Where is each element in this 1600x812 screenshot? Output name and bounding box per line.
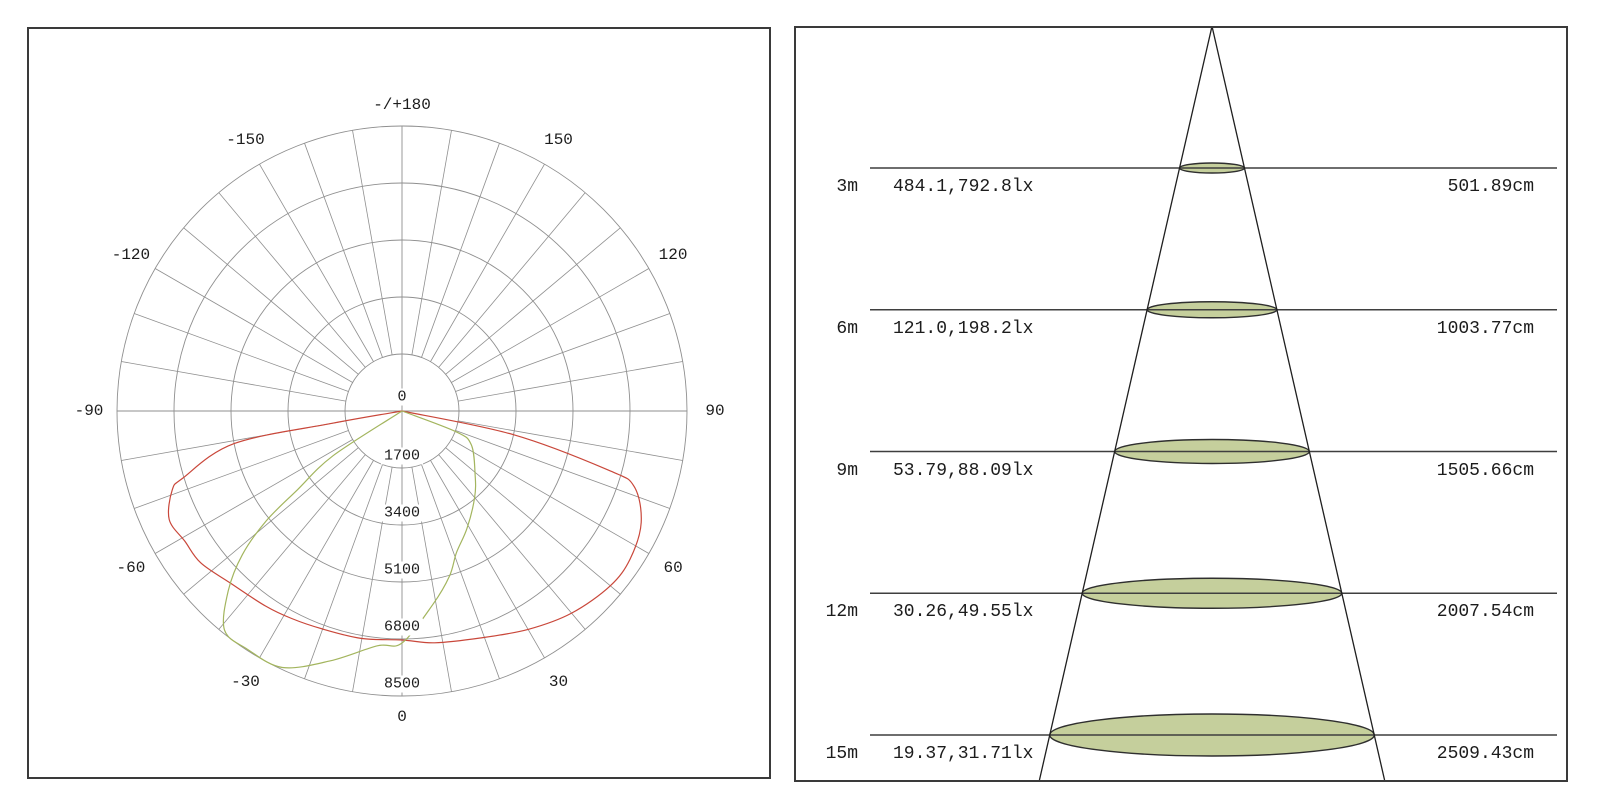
polar-grid-spoke <box>445 447 621 595</box>
polar-grid-spoke <box>304 143 383 358</box>
beam-diameter-value: 501.89cm <box>1447 177 1534 197</box>
polar-grid-spoke <box>218 454 366 630</box>
polar-grid-spoke <box>411 467 452 692</box>
beam-diameter-value: 2007.54cm <box>1436 602 1534 623</box>
polar-radial-label: 0 <box>394 388 410 406</box>
polar-grid-spoke <box>218 192 366 368</box>
polar-grid-spoke <box>154 268 353 383</box>
illuminance-value: 484.1,792.8lx <box>893 177 1034 197</box>
polar-radial-label: 6800 <box>380 618 424 636</box>
intensity-curve-green <box>222 410 477 669</box>
beam-diameter-value: 2509.43cm <box>1436 744 1534 764</box>
polar-angle-label: 0 <box>397 708 407 726</box>
polar-angle-label: -90 <box>74 402 104 420</box>
polar-grid-spoke <box>411 130 452 355</box>
cone-chart-svg <box>870 28 1557 780</box>
polar-grid-spoke <box>121 361 346 402</box>
polar-grid-spoke <box>430 163 545 362</box>
polar-angle-label: 60 <box>663 558 683 577</box>
beam-diameter-value: 1505.66cm <box>1436 460 1534 481</box>
polar-diagram-panel: 0 30 60 90 120 150 -/+180 -150 -120 -90 … <box>27 27 771 779</box>
polar-grid-spoke <box>438 192 586 368</box>
distance-label: 12m <box>825 602 858 623</box>
polar-grid-spoke <box>445 227 621 375</box>
polar-grid-spoke <box>421 464 500 679</box>
polar-angle-label: 90 <box>705 402 725 420</box>
polar-radial-label: 8500 <box>380 675 424 693</box>
polar-grid-spoke <box>458 420 683 461</box>
cone-edge-left <box>1038 28 1213 780</box>
polar-grid-spoke <box>259 163 374 362</box>
polar-grid-spoke <box>430 460 545 659</box>
intensity-curve-red <box>167 410 642 644</box>
polar-grid-spoke <box>421 143 500 358</box>
polar-grid-spoke <box>455 430 670 509</box>
polar-angle-label: -60 <box>116 558 146 577</box>
polar-radial-label: 1700 <box>380 447 424 465</box>
polar-grid-spoke <box>183 447 359 595</box>
polar-angle-label: -/+180 <box>373 96 431 114</box>
polar-angle-label: -150 <box>226 130 265 149</box>
polar-grid-spoke <box>183 227 359 375</box>
polar-grid-spoke <box>134 313 349 392</box>
polar-grid-spoke <box>458 361 683 402</box>
polar-grid-spoke <box>134 430 349 509</box>
polar-grid-spoke <box>451 268 650 383</box>
polar-grid-spoke <box>259 460 374 659</box>
distance-label: 6m <box>836 318 858 339</box>
illuminance-value: 30.26,49.55lx <box>893 602 1034 623</box>
illuminance-value: 53.79,88.09lx <box>893 460 1034 481</box>
distance-label: 3m <box>836 177 858 197</box>
polar-angle-label: 150 <box>544 130 573 149</box>
polar-angle-label: -30 <box>231 673 260 692</box>
distance-label: 15m <box>825 744 858 764</box>
polar-angle-label: 120 <box>658 245 688 264</box>
polar-grid-spoke <box>455 313 670 392</box>
polar-grid-spoke <box>154 439 353 554</box>
distance-label: 9m <box>836 460 858 481</box>
cone-edge-right <box>1211 28 1386 780</box>
polar-grid-spoke <box>352 130 393 355</box>
illuminance-value: 121.0,198.2lx <box>893 318 1034 339</box>
beam-cone-panel: 3m 484.1,792.8lx 501.89cm 6m 121.0,198.2… <box>794 26 1568 782</box>
polar-grid-spoke <box>451 439 650 554</box>
polar-grid-spoke <box>438 454 586 630</box>
polar-angle-label: 30 <box>548 673 569 692</box>
illuminance-value: 19.37,31.71lx <box>893 744 1034 764</box>
polar-grid-spoke <box>304 464 383 679</box>
polar-grid-spoke <box>352 467 393 692</box>
polar-radial-label: 5100 <box>380 561 424 579</box>
polar-radial-label: 3400 <box>380 504 424 522</box>
beam-diameter-value: 1003.77cm <box>1436 318 1534 339</box>
polar-angle-label: -120 <box>111 245 151 264</box>
